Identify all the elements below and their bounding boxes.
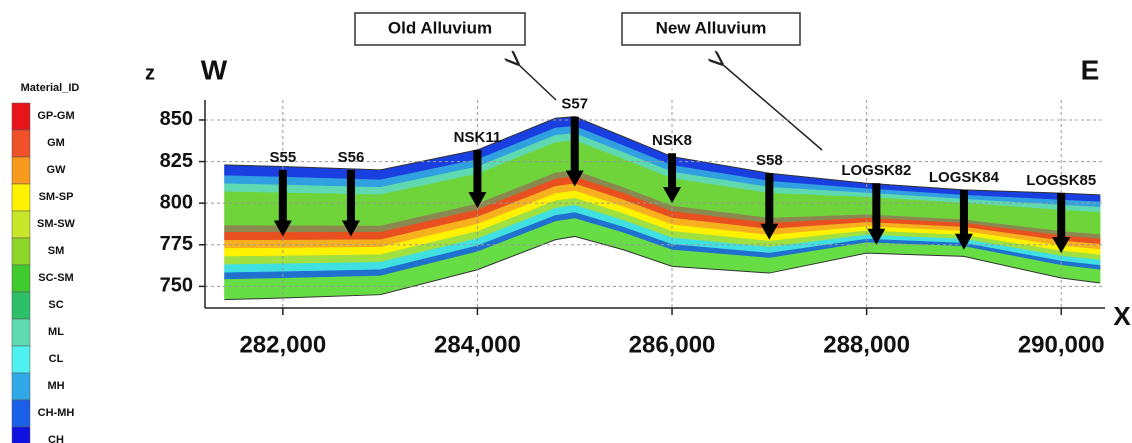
legend-label: GM bbox=[47, 137, 65, 149]
borehole bbox=[347, 170, 355, 223]
legend-swatch bbox=[12, 103, 30, 130]
legend-swatch bbox=[12, 265, 30, 292]
borehole-label: S58 bbox=[756, 152, 783, 169]
legend-swatch bbox=[12, 319, 30, 346]
y-tick-label: 775 bbox=[160, 233, 193, 255]
y-axis-label: z bbox=[145, 62, 155, 84]
x-tick-label: 284,000 bbox=[434, 331, 521, 358]
borehole-label: S55 bbox=[269, 149, 296, 166]
legend-swatch bbox=[12, 400, 30, 427]
y-tick-label: 750 bbox=[160, 275, 193, 297]
legend-label: SC-SM bbox=[38, 272, 73, 284]
borehole bbox=[571, 117, 579, 173]
legend-label: GP-GM bbox=[37, 110, 74, 122]
legend-label: GW bbox=[47, 164, 67, 176]
y-tick-label: 850 bbox=[160, 108, 193, 130]
legend-label: MH bbox=[47, 380, 64, 392]
x-axis-label: X bbox=[1113, 301, 1131, 331]
legend-swatch bbox=[12, 238, 30, 265]
borehole-label: LOGSK85 bbox=[1026, 172, 1096, 189]
legend-label: SM bbox=[48, 245, 65, 257]
borehole bbox=[1057, 193, 1065, 239]
borehole bbox=[473, 150, 481, 194]
legend-swatch bbox=[12, 211, 30, 238]
x-tick-label: 286,000 bbox=[629, 331, 716, 358]
west-label: W bbox=[201, 54, 228, 85]
annotation-arrow bbox=[722, 64, 822, 150]
borehole-label: LOGSK84 bbox=[929, 169, 1000, 186]
annotation-arrow bbox=[518, 64, 556, 100]
legend-swatch bbox=[12, 184, 30, 211]
legend-label: SM-SW bbox=[37, 218, 76, 230]
legend-swatch bbox=[12, 130, 30, 157]
east-label: E bbox=[1081, 54, 1100, 85]
y-tick-label: 825 bbox=[160, 150, 193, 172]
borehole-label: NSK8 bbox=[652, 132, 692, 149]
legend-swatch bbox=[12, 373, 30, 400]
legend-label: ML bbox=[48, 326, 64, 338]
borehole-label: LOGSK82 bbox=[841, 162, 911, 179]
x-tick-label: 288,000 bbox=[823, 331, 910, 358]
x-tick-label: 282,000 bbox=[239, 331, 326, 358]
borehole-label: S56 bbox=[338, 149, 365, 166]
borehole bbox=[668, 153, 676, 189]
legend-label: CH bbox=[48, 434, 64, 443]
legend-swatch bbox=[12, 292, 30, 319]
y-tick-label: 800 bbox=[160, 191, 193, 213]
legend-swatch bbox=[12, 157, 30, 184]
borehole bbox=[960, 190, 968, 236]
legend-label: CL bbox=[49, 353, 64, 365]
chart: Material_ID z X W E Old Alluvium New All… bbox=[0, 0, 1132, 443]
legend-swatch bbox=[12, 346, 30, 373]
borehole bbox=[765, 173, 773, 226]
borehole-label: NSK11 bbox=[454, 129, 502, 146]
legend-label: CH-MH bbox=[38, 407, 75, 419]
borehole bbox=[872, 183, 880, 231]
legend-label: SC bbox=[48, 299, 63, 311]
legend-label: SM-SP bbox=[39, 191, 74, 203]
borehole bbox=[279, 170, 287, 223]
x-tick-label: 290,000 bbox=[1018, 331, 1105, 358]
borehole-label: S57 bbox=[561, 96, 588, 113]
annotation: Old Alluvium bbox=[388, 18, 492, 37]
annotation: New Alluvium bbox=[656, 18, 767, 37]
legend-swatch bbox=[12, 427, 30, 443]
legend-title: Material_ID bbox=[21, 82, 80, 94]
